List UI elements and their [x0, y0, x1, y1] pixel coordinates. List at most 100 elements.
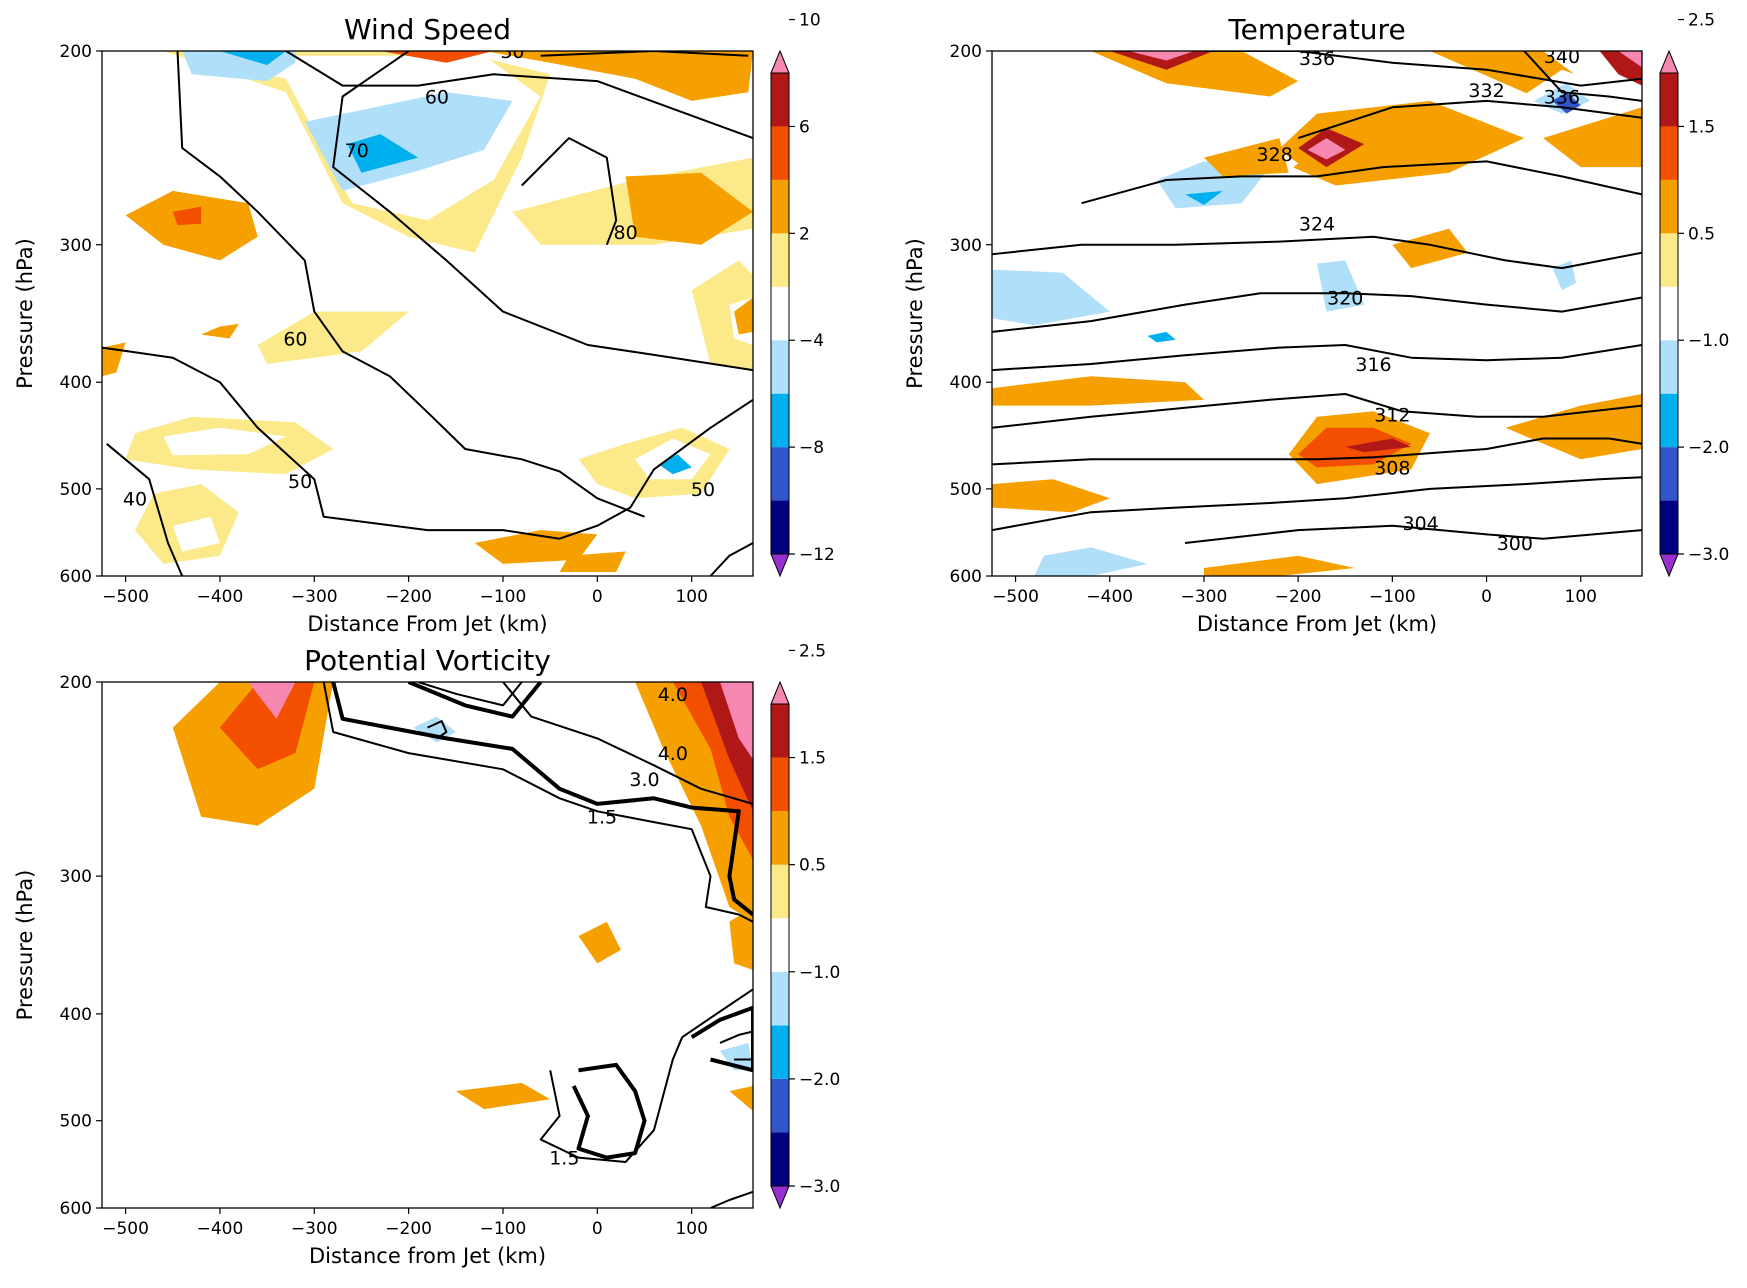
contour-line — [719, 1030, 753, 1061]
colorbar-band — [771, 757, 789, 812]
x-tick-label: 100 — [675, 1219, 707, 1239]
chart-title: Wind Speed — [344, 13, 511, 46]
colorbar-extend-max — [770, 680, 790, 705]
colorbar-tick-label: −1.0 — [799, 963, 840, 983]
chart-panel-1: 30 60 70 80 60 50 40 50 −500 −400 −300 −200 −100 0 100… — [13, 11, 835, 636]
colorbar-tick-label: 10 — [799, 11, 821, 31]
filled-contour-region — [1543, 107, 1642, 168]
contour-label: 1.5 — [587, 807, 617, 829]
contour-line — [540, 51, 749, 57]
colorbar-band — [771, 126, 789, 180]
colorbar-tick-label: 0.5 — [1688, 224, 1715, 244]
filled-contour-region — [729, 907, 753, 970]
y-tick-label: 200 — [60, 42, 92, 62]
contour-line — [992, 476, 1642, 532]
x-tick-label: 0 — [592, 1219, 603, 1239]
x-tick-label: −200 — [385, 1219, 432, 1239]
colorbar-frame — [770, 72, 790, 555]
colorbar-frame — [1659, 72, 1679, 555]
filled-contour-region — [1128, 51, 1195, 61]
x-tick-label: −200 — [1275, 587, 1322, 607]
filled-contour-region — [484, 51, 753, 101]
contour-label: 60 — [283, 328, 307, 350]
contour-line — [1184, 524, 1642, 544]
filled-contour-region — [992, 269, 1110, 326]
filled-contour-region — [1618, 51, 1642, 68]
filled-contour-region — [729, 682, 753, 739]
contour-line — [690, 1005, 753, 1073]
filled-contour-region — [219, 682, 315, 770]
chart-panel-2: 336 332 340 336 328 324 320 316 312 308 304 300 −500… — [903, 11, 1729, 636]
colorbar-tick-label: −3.0 — [799, 1177, 840, 1197]
contour-line — [331, 682, 753, 917]
filled-contour-region — [163, 427, 286, 456]
filled-contour-region — [1147, 331, 1176, 343]
colorbar-tick-label: 2 — [799, 224, 810, 244]
filled-contour-region — [691, 260, 753, 371]
filled-contour-region — [413, 716, 456, 743]
filled-contour-region — [380, 51, 494, 63]
filled-contour-region — [625, 172, 753, 245]
colorbar-band — [771, 286, 789, 341]
x-tick-label: −400 — [1086, 587, 1133, 607]
x-tick-label: −100 — [1369, 587, 1416, 607]
contour-label: 3.0 — [629, 769, 659, 791]
contour-label: 316 — [1355, 354, 1391, 376]
colorbar: −3.0 −2.0 −1.0 0.5 1.5 2.5 — [1659, 11, 1729, 578]
y-tick-label: 300 — [950, 236, 982, 256]
contour-label-layer: 4.0 4.0 3.0 1.5 1.5 — [549, 684, 688, 1170]
contour-layer — [102, 51, 753, 576]
y-tick-label: 300 — [60, 867, 92, 887]
contour-layer — [992, 51, 1642, 544]
filled-contour-region — [172, 206, 202, 226]
x-tick-label: 0 — [592, 587, 603, 607]
y-tick-label: 200 — [950, 42, 982, 62]
x-tick-label: −300 — [1181, 587, 1228, 607]
y-tick-label: 600 — [950, 567, 982, 587]
filled-contour-region — [729, 1086, 753, 1111]
y-axis-label: Pressure (hPa) — [903, 238, 927, 389]
colorbar-band — [771, 179, 789, 234]
filled-contour-region — [992, 376, 1204, 406]
filled-contour-region — [1185, 190, 1223, 205]
filled-contour-region — [1307, 138, 1346, 160]
colorbar-tick-label: 0.5 — [799, 856, 826, 876]
contour-line — [992, 235, 1642, 270]
x-tick-label: 100 — [1565, 587, 1597, 607]
y-tick-label: 500 — [60, 480, 92, 500]
contour-line — [106, 443, 184, 576]
axes-frame — [101, 50, 754, 577]
contour-label: 1.5 — [549, 1148, 579, 1170]
contour-label: 320 — [1327, 287, 1363, 309]
contour-line — [1523, 51, 1642, 102]
colorbar-band — [1660, 126, 1678, 180]
contour-label: 60 — [425, 87, 449, 109]
contour-label-layer: 336 332 340 336 328 324 320 316 312 308 304 300 — [1256, 51, 1580, 555]
contour-line — [992, 292, 1642, 333]
filled-contour-region — [125, 190, 258, 261]
filled-contour-region — [1317, 260, 1365, 312]
contour-line — [322, 682, 753, 923]
x-tick-label: 0 — [1481, 587, 1492, 607]
filled-contour-region — [474, 530, 598, 564]
x-tick-label: −500 — [102, 587, 149, 607]
colorbar-band — [771, 704, 789, 758]
colorbar-extend-min — [1659, 553, 1679, 578]
contour-label: 324 — [1299, 214, 1335, 236]
contour-line — [1297, 99, 1642, 140]
filled-contour-region — [658, 454, 692, 475]
colorbar-band — [771, 447, 789, 501]
colorbar-tick-label: −8 — [799, 438, 824, 458]
colorbar-frame — [770, 703, 790, 1187]
contour-label: 80 — [614, 222, 638, 244]
x-tick-label: −200 — [385, 587, 432, 607]
x-tick-label: −400 — [197, 587, 244, 607]
colorbar-band — [771, 500, 789, 554]
colorbar-band — [771, 1025, 789, 1079]
y-tick-label: 300 — [60, 236, 92, 256]
contour-line — [1204, 51, 1642, 87]
filled-contour-region — [734, 297, 753, 335]
x-axis-label: Distance From Jet (km) — [1197, 612, 1437, 636]
colorbar-band — [771, 918, 789, 972]
contour-line — [176, 51, 645, 518]
